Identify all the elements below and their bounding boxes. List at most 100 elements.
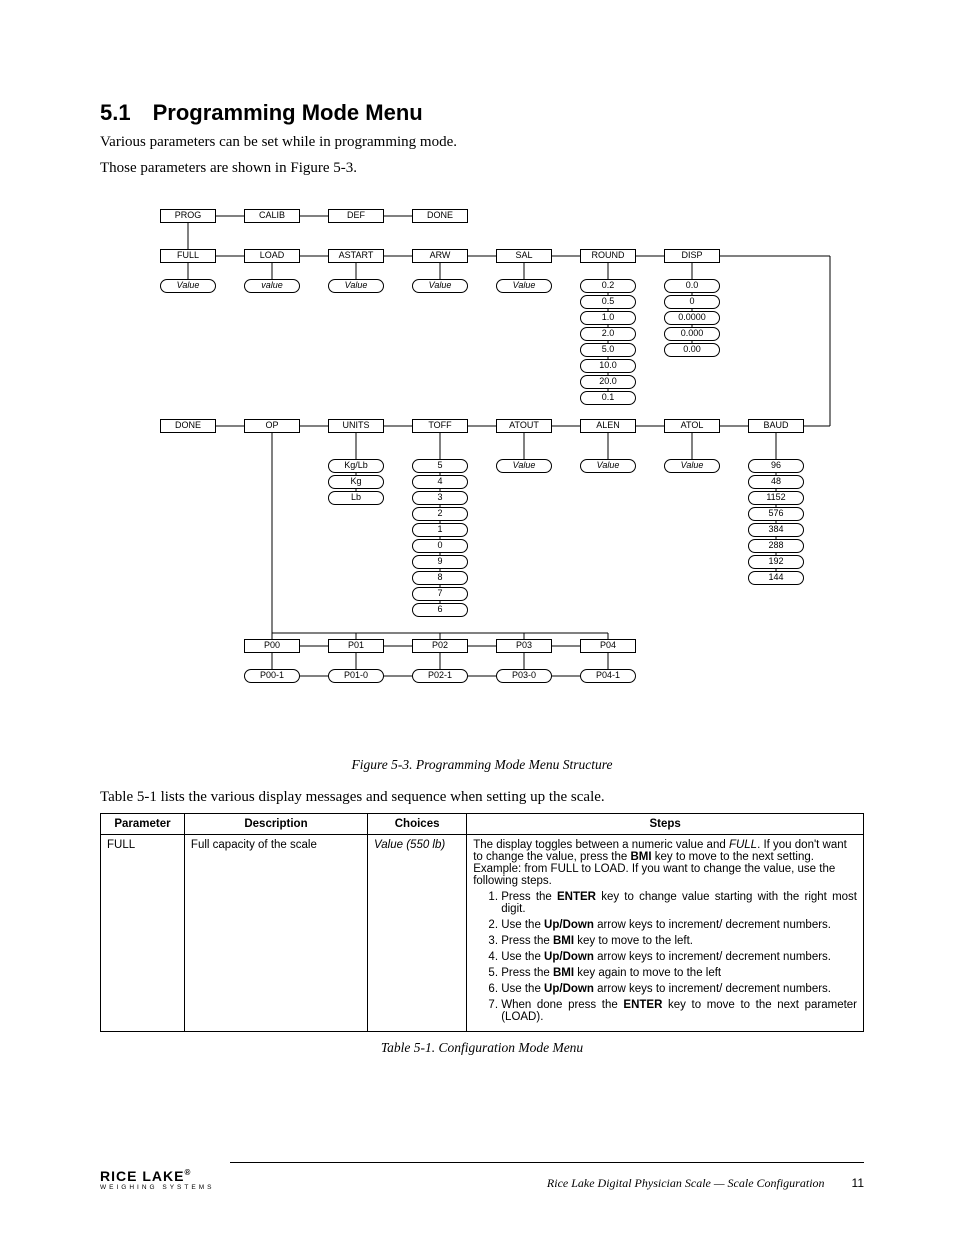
footer-doc-title: Rice Lake Digital Physician Scale — Scal… xyxy=(547,1176,825,1190)
figure-caption: Figure 5-3. Programming Mode Menu Struct… xyxy=(100,757,864,773)
diagram-node: 8 xyxy=(412,571,468,585)
diagram-node: 3 xyxy=(412,491,468,505)
diagram-node: 5.0 xyxy=(580,343,636,357)
diagram-node: BAUD xyxy=(748,419,804,433)
diagram-node: 288 xyxy=(748,539,804,553)
step-item: Press the BMI key to move to the left. xyxy=(501,935,857,947)
table-caption: Table 5-1. Configuration Mode Menu xyxy=(100,1040,864,1056)
diagram-node: 96 xyxy=(748,459,804,473)
diagram-node: P02 xyxy=(412,639,468,653)
diagram-node: 48 xyxy=(748,475,804,489)
diagram-node: P02-1 xyxy=(412,669,468,683)
diagram-node: DONE xyxy=(412,209,468,223)
diagram-node: Value xyxy=(328,279,384,293)
diagram-node: TOFF xyxy=(412,419,468,433)
step-item: When done press the ENTER key to move to… xyxy=(501,999,857,1023)
diagram-node: DEF xyxy=(328,209,384,223)
table-header-row: Parameter Description Choices Steps xyxy=(101,813,864,834)
diagram-node: 2 xyxy=(412,507,468,521)
steps-intro: The display toggles between a numeric va… xyxy=(473,839,857,887)
diagram-node: value xyxy=(244,279,300,293)
diagram-node: ARW xyxy=(412,249,468,263)
diagram-node: 10.0 xyxy=(580,359,636,373)
diagram-node: Kg/Lb xyxy=(328,459,384,473)
diagram-node: 5 xyxy=(412,459,468,473)
cell-parameter: FULL xyxy=(101,834,185,1031)
section-title: Programming Mode Menu xyxy=(153,100,423,125)
diagram-node: 6 xyxy=(412,603,468,617)
th-description: Description xyxy=(184,813,367,834)
diagram-node: FULL xyxy=(160,249,216,263)
diagram-node: P04-1 xyxy=(580,669,636,683)
brand-logo: RICE LAKE® WEIGHING SYSTEMS xyxy=(100,1168,214,1191)
diagram-node: P00-1 xyxy=(244,669,300,683)
section-number: 5.1 xyxy=(100,100,131,125)
diagram-node: 0.1 xyxy=(580,391,636,405)
step-item: Use the Up/Down arrow keys to increment/… xyxy=(501,983,857,995)
diagram-node: Lb xyxy=(328,491,384,505)
logo-brand: RICE LAKE xyxy=(100,1168,184,1184)
diagram-node: 1152 xyxy=(748,491,804,505)
registered-icon: ® xyxy=(184,1168,191,1177)
config-table: Parameter Description Choices Steps FULL… xyxy=(100,813,864,1032)
diagram-node: 0.0000 xyxy=(664,311,720,325)
th-parameter: Parameter xyxy=(101,813,185,834)
steps-list: Press the ENTER key to change value star… xyxy=(473,891,857,1023)
diagram-node: P01-0 xyxy=(328,669,384,683)
diagram-node: 0 xyxy=(664,295,720,309)
diagram-node: ROUND xyxy=(580,249,636,263)
diagram-node: Value xyxy=(160,279,216,293)
cell-choices: Value (550 lb) xyxy=(368,834,467,1031)
logo-subtitle: WEIGHING SYSTEMS xyxy=(100,1184,214,1191)
diagram-node: DISP xyxy=(664,249,720,263)
diagram-node: 0 xyxy=(412,539,468,553)
diagram-node: SAL xyxy=(496,249,552,263)
diagram-node: PROG xyxy=(160,209,216,223)
diagram-node: CALIB xyxy=(244,209,300,223)
diagram-node: 7 xyxy=(412,587,468,601)
diagram-node: DONE xyxy=(160,419,216,433)
diagram-node: 384 xyxy=(748,523,804,537)
diagram-node: 1.0 xyxy=(580,311,636,325)
diagram-node: 576 xyxy=(748,507,804,521)
diagram-node: P00 xyxy=(244,639,300,653)
intro-p2: Those parameters are shown in Figure 5-3… xyxy=(100,158,864,178)
step-item: Press the ENTER key to change value star… xyxy=(501,891,857,915)
step-item: Use the Up/Down arrow keys to increment/… xyxy=(501,919,857,931)
diagram-node: ATOUT xyxy=(496,419,552,433)
step-item: Use the Up/Down arrow keys to increment/… xyxy=(501,951,857,963)
diagram-node: 0.0 xyxy=(664,279,720,293)
diagram-node: 0.2 xyxy=(580,279,636,293)
diagram-node: 0.00 xyxy=(664,343,720,357)
section-heading: 5.1 Programming Mode Menu xyxy=(100,100,864,126)
diagram-node: ASTART xyxy=(328,249,384,263)
diagram-node: 4 xyxy=(412,475,468,489)
diagram-node: Value xyxy=(664,459,720,473)
page-number: 11 xyxy=(852,1176,864,1190)
diagram-node: 1 xyxy=(412,523,468,537)
diagram-node: 20.0 xyxy=(580,375,636,389)
diagram-node: 2.0 xyxy=(580,327,636,341)
diagram-node: Value xyxy=(580,459,636,473)
table-row: FULL Full capacity of the scale Value (5… xyxy=(101,834,864,1031)
diagram-node: OP xyxy=(244,419,300,433)
diagram-node: UNITS xyxy=(328,419,384,433)
step-item: Press the BMI key again to move to the l… xyxy=(501,967,857,979)
diagram-node: Kg xyxy=(328,475,384,489)
pre-table-text: Table 5-1 lists the various display mess… xyxy=(100,787,864,807)
diagram-node: 144 xyxy=(748,571,804,585)
diagram-node: Value xyxy=(496,279,552,293)
diagram-node: P01 xyxy=(328,639,384,653)
diagram-node: P03-0 xyxy=(496,669,552,683)
diagram-node: ATOL xyxy=(664,419,720,433)
cell-description: Full capacity of the scale xyxy=(184,834,367,1031)
diagram-node: P04 xyxy=(580,639,636,653)
th-choices: Choices xyxy=(368,813,467,834)
intro-p1: Various parameters can be set while in p… xyxy=(100,132,864,152)
diagram-node: ALEN xyxy=(580,419,636,433)
page-footer: RICE LAKE® WEIGHING SYSTEMS Rice Lake Di… xyxy=(100,1168,864,1191)
diagram-node: Value xyxy=(496,459,552,473)
diagram-node: 192 xyxy=(748,555,804,569)
diagram-node: 0.5 xyxy=(580,295,636,309)
cell-steps: The display toggles between a numeric va… xyxy=(467,834,864,1031)
